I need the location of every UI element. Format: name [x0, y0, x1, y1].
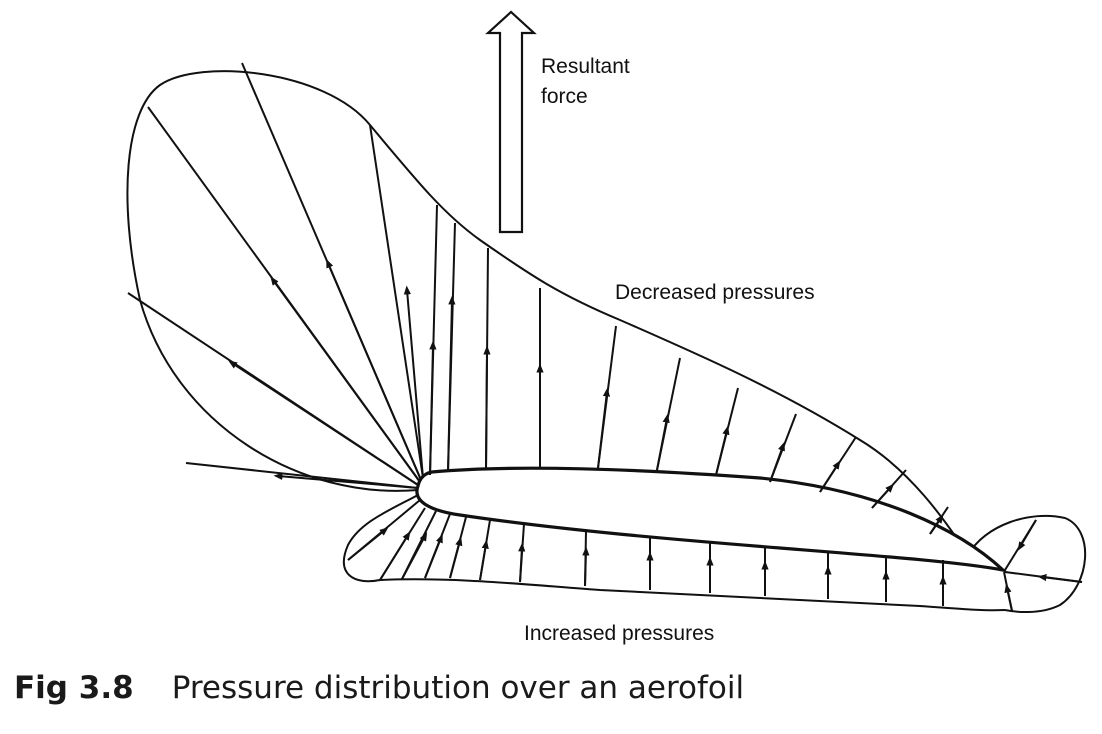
pressure-arrow — [424, 533, 443, 579]
pressure-arrow — [483, 345, 491, 471]
aerofoil — [415, 466, 1009, 573]
trailing-edge-loop — [967, 514, 1086, 613]
upper-pressure-envelope — [126, 70, 969, 556]
resultant-force-label-line2: force — [541, 85, 588, 108]
pressure-arrow — [819, 460, 841, 493]
pressure-arrow — [597, 387, 611, 469]
pressure-arrow — [429, 340, 437, 476]
pressure-arrow — [1004, 583, 1013, 612]
figure-caption-text: Pressure distribution over an aerofoil — [171, 670, 745, 706]
pressure-distribution-diagram — [126, 10, 1086, 613]
decreased-pressures-label: Decreased pressures — [615, 281, 815, 304]
figure-caption: Fig 3.8 Pressure distribution over an aer… — [14, 670, 744, 706]
pressure-arrow — [1017, 519, 1037, 551]
pressure-arrow — [518, 542, 526, 583]
pressure-arrow — [403, 285, 424, 479]
pressure-arrow — [449, 536, 463, 579]
figure-number: Fig 3.8 — [14, 670, 134, 706]
pressure-arrow — [582, 546, 590, 587]
pressure-arrow — [769, 441, 785, 483]
pressure-arrow — [273, 472, 419, 489]
pressure-arrow — [447, 295, 456, 473]
lower-pressure-lines — [347, 499, 1013, 612]
pressure-arrow — [270, 276, 421, 483]
resultant-force-arrow — [485, 10, 537, 234]
pressure-arrow — [929, 514, 944, 535]
increased-pressures-label: Increased pressures — [524, 622, 715, 645]
pressure-arrow — [1037, 573, 1083, 583]
pressure-arrow — [326, 258, 422, 481]
pressure-arrow — [228, 360, 419, 486]
pressure-arrow — [347, 527, 389, 561]
pressure-arrow — [871, 483, 895, 509]
pressure-line — [369, 124, 424, 479]
pressure-arrow — [401, 532, 428, 580]
pressure-arrow — [479, 539, 489, 581]
resultant-force-label: Resultant force — [541, 52, 630, 112]
resultant-force-label-line1: Resultant — [541, 55, 630, 78]
pressure-arrow — [379, 531, 411, 581]
pressure-arrow — [715, 425, 730, 476]
pressure-arrow — [656, 413, 670, 471]
upper-pressure-lines — [127, 62, 949, 535]
trailing-edge-lines — [1004, 519, 1083, 583]
lower-pressure-envelope — [342, 494, 1006, 612]
